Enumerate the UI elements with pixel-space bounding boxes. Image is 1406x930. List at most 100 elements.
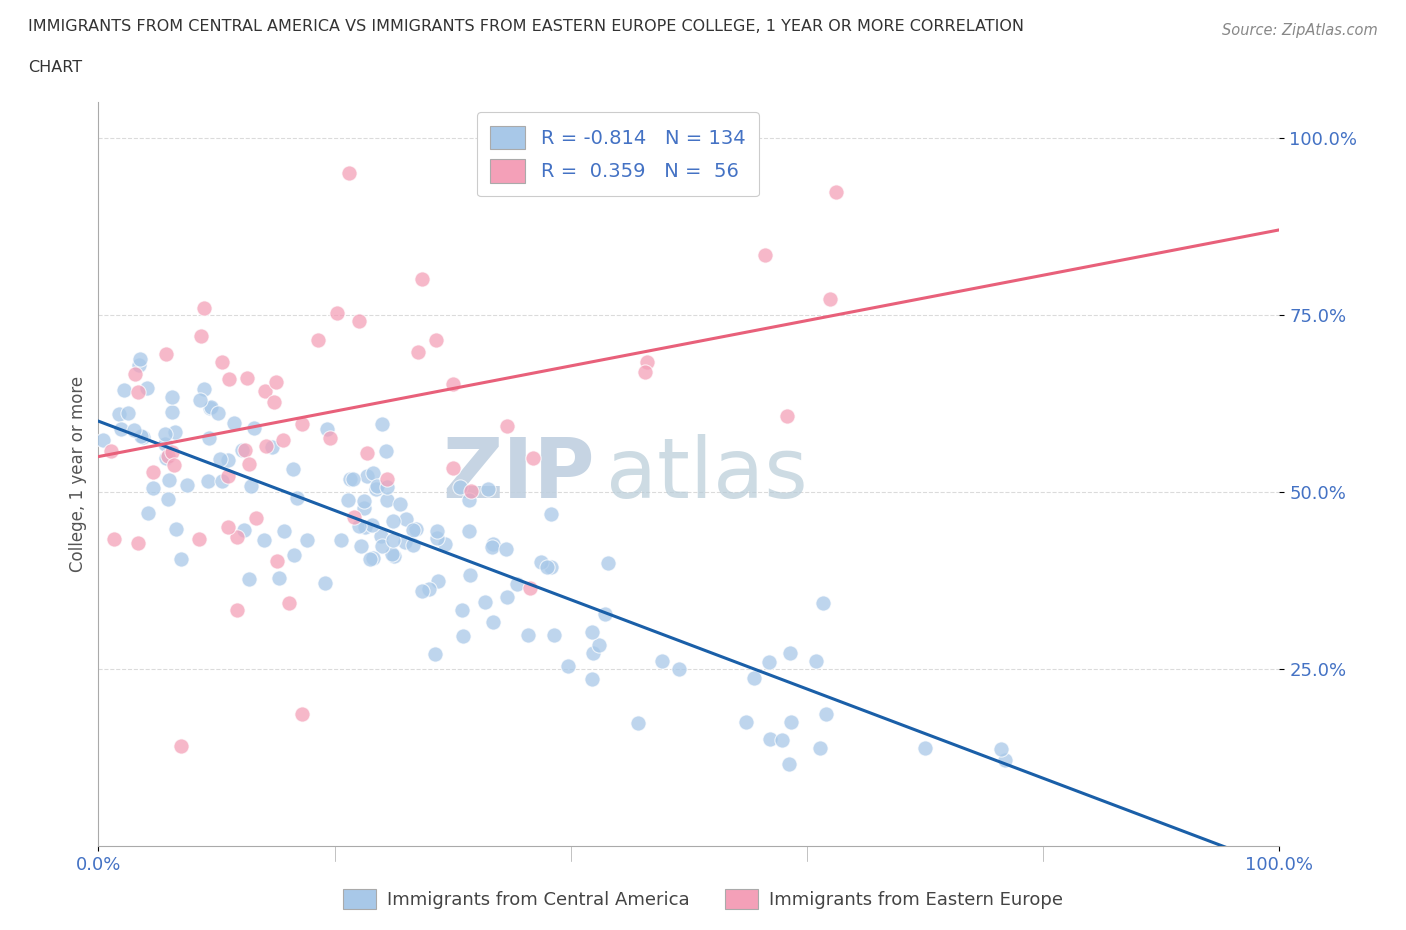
Text: IMMIGRANTS FROM CENTRAL AMERICA VS IMMIGRANTS FROM EASTERN EUROPE COLLEGE, 1 YEA: IMMIGRANTS FROM CENTRAL AMERICA VS IMMIG… <box>28 19 1024 33</box>
Point <box>482 537 505 551</box>
Point <box>350 538 373 553</box>
Point <box>477 481 499 496</box>
Point <box>193 300 215 315</box>
Point <box>371 538 394 553</box>
Point <box>460 484 482 498</box>
Point <box>596 555 619 570</box>
Point <box>127 536 149 551</box>
Point <box>153 427 176 442</box>
Point <box>142 481 165 496</box>
Point <box>914 740 936 755</box>
Point <box>256 439 278 454</box>
Point <box>349 518 371 533</box>
Point <box>402 538 425 552</box>
Point <box>253 533 276 548</box>
Point <box>235 371 257 386</box>
Point <box>754 247 776 262</box>
Point <box>157 472 180 487</box>
Point <box>371 417 394 432</box>
Point <box>458 524 481 538</box>
Point <box>129 429 152 444</box>
Point <box>278 596 301 611</box>
Point <box>273 524 295 538</box>
Point <box>326 305 349 320</box>
Point <box>370 528 392 543</box>
Point <box>260 439 283 454</box>
Point <box>427 574 450 589</box>
Point <box>100 443 122 458</box>
Point <box>990 742 1012 757</box>
Point <box>162 405 184 419</box>
Point <box>117 405 139 420</box>
Point <box>226 530 249 545</box>
Point <box>495 542 517 557</box>
Point <box>193 382 215 397</box>
Point <box>163 424 186 439</box>
Point <box>141 464 163 479</box>
Point <box>239 478 262 493</box>
Point <box>375 493 398 508</box>
Point <box>405 522 427 537</box>
Point <box>112 382 135 397</box>
Point <box>128 352 150 366</box>
Point <box>581 671 603 686</box>
Point <box>283 547 305 562</box>
Point <box>155 436 177 451</box>
Point <box>217 469 239 484</box>
Point <box>814 706 837 721</box>
Point <box>811 595 834 610</box>
Point <box>364 481 387 496</box>
Point <box>770 732 793 747</box>
Text: ZIP: ZIP <box>441 433 595 515</box>
Point <box>155 450 177 465</box>
Point <box>581 624 603 639</box>
Point <box>273 432 295 447</box>
Point <box>411 584 433 599</box>
Point <box>519 580 541 595</box>
Point <box>314 576 336 591</box>
Point <box>994 752 1017 767</box>
Point <box>343 509 366 524</box>
Point <box>318 431 340 445</box>
Point <box>808 741 831 756</box>
Point <box>170 738 193 753</box>
Point <box>124 366 146 381</box>
Point <box>735 714 758 729</box>
Point <box>136 505 159 520</box>
Point <box>197 473 219 488</box>
Point <box>110 421 132 436</box>
Point <box>264 374 287 389</box>
Point <box>156 492 179 507</box>
Point <box>779 645 801 660</box>
Point <box>825 184 848 199</box>
Legend: Immigrants from Central America, Immigrants from Eastern Europe: Immigrants from Central America, Immigra… <box>336 882 1070 916</box>
Point <box>232 523 254 538</box>
Point <box>434 537 457 551</box>
Point <box>160 390 183 405</box>
Point <box>291 416 314 431</box>
Point <box>254 384 277 399</box>
Point <box>634 365 657 379</box>
Point <box>557 658 579 673</box>
Point <box>449 480 471 495</box>
Point <box>238 457 260 472</box>
Text: atlas: atlas <box>606 433 808 515</box>
Point <box>329 533 352 548</box>
Point <box>233 442 256 457</box>
Point <box>263 394 285 409</box>
Point <box>245 511 267 525</box>
Point <box>668 661 690 676</box>
Point <box>291 707 314 722</box>
Point <box>217 453 239 468</box>
Point <box>451 602 474 617</box>
Point <box>211 354 233 369</box>
Point <box>225 603 247 618</box>
Point <box>742 671 765 685</box>
Point <box>91 432 114 447</box>
Point <box>347 313 370 328</box>
Point <box>356 469 378 484</box>
Point <box>136 380 159 395</box>
Point <box>418 582 440 597</box>
Point <box>354 520 377 535</box>
Point <box>540 560 562 575</box>
